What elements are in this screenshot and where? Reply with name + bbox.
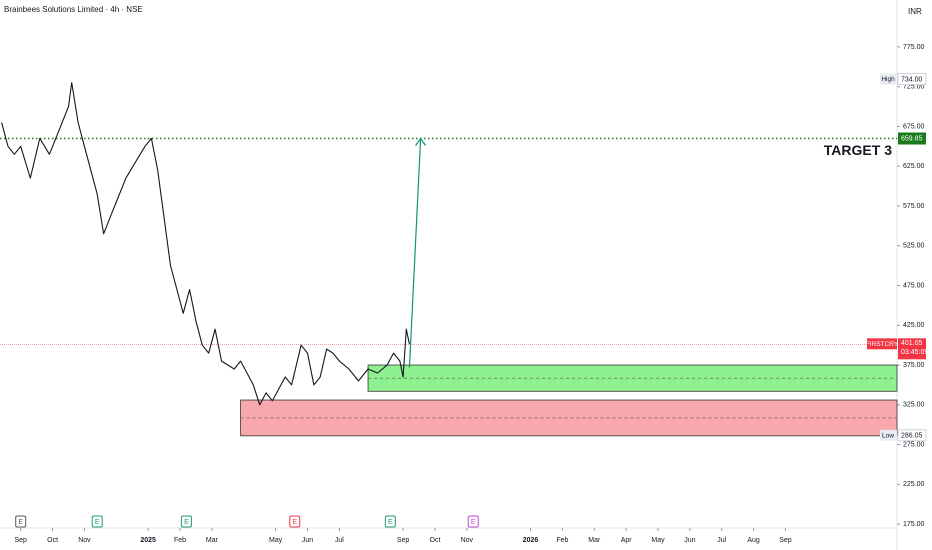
last-name: FIRSTCRY bbox=[866, 341, 899, 348]
event-label: E bbox=[471, 519, 476, 526]
y-tick-label: 325.00 bbox=[903, 402, 925, 409]
event-label: E bbox=[184, 519, 189, 526]
low-value-badge bbox=[897, 429, 927, 442]
currency: INR bbox=[908, 7, 922, 16]
y-tick-label: 275.00 bbox=[903, 441, 925, 448]
arrow bbox=[408, 138, 422, 368]
x-tick-label: Mar bbox=[588, 537, 601, 544]
event-icon bbox=[384, 515, 396, 528]
x-tick-label: 2025 bbox=[140, 537, 156, 544]
x-tick-label: Oct bbox=[47, 537, 58, 544]
last-label: 401.05 bbox=[901, 340, 923, 347]
high-badge bbox=[880, 73, 897, 85]
y-tick-label: 625.00 bbox=[903, 163, 925, 170]
x-tick-label: Jun bbox=[684, 537, 695, 544]
event-label: E bbox=[18, 519, 23, 526]
event-icon bbox=[467, 515, 479, 528]
arrow-head bbox=[415, 137, 427, 146]
last-badge bbox=[898, 338, 926, 360]
y-tick-label: 425.00 bbox=[903, 322, 925, 329]
x-tick-label: Feb bbox=[174, 537, 186, 544]
event-label: E bbox=[292, 519, 297, 526]
low-name: Low bbox=[882, 432, 894, 439]
low-label: 286.05 bbox=[901, 433, 923, 440]
x-tick-label: Sep bbox=[14, 537, 27, 544]
high-name: High bbox=[881, 76, 895, 83]
x-tick-label: May bbox=[651, 537, 665, 544]
event-icon bbox=[91, 515, 103, 528]
x-tick-label: Jul bbox=[335, 537, 344, 544]
y-tick-label: 725.00 bbox=[903, 84, 925, 91]
target-badge bbox=[898, 132, 926, 145]
event-label: E bbox=[388, 519, 393, 526]
last-name-badge bbox=[867, 338, 897, 350]
y-tick-label: 575.00 bbox=[903, 203, 925, 210]
x-tick-label: 2026 bbox=[523, 537, 539, 544]
x-tick-label: May bbox=[269, 537, 283, 544]
x-tick-label: Sep bbox=[397, 537, 410, 544]
x-tick-label: Jul bbox=[717, 537, 726, 544]
x-tick-label: Apr bbox=[621, 537, 633, 544]
y-tick-label: 475.00 bbox=[903, 282, 925, 289]
x-tick-label: Mar bbox=[206, 537, 219, 544]
event-label: E bbox=[95, 519, 100, 526]
x-tick-label: Oct bbox=[430, 537, 441, 544]
low-badge bbox=[880, 429, 897, 441]
x-tick-label: Nov bbox=[78, 537, 91, 544]
x-tick-label: Feb bbox=[556, 537, 568, 544]
y-tick-label: 675.00 bbox=[903, 123, 925, 130]
target-label: 659.85 bbox=[901, 135, 923, 142]
target-name: TARGET 3 bbox=[824, 142, 892, 158]
x-tick-label: Aug bbox=[747, 537, 760, 544]
x-tick-label: Nov bbox=[461, 537, 474, 544]
high-label: 734.00 bbox=[901, 76, 923, 83]
y-tick-label: 375.00 bbox=[903, 362, 925, 369]
y-tick-label: 525.00 bbox=[903, 243, 925, 250]
event-icon bbox=[15, 515, 27, 528]
price-line bbox=[1, 82, 411, 406]
y-tick-label: 775.00 bbox=[903, 44, 925, 51]
countdown: 03:45:09 bbox=[901, 349, 928, 356]
chart-title: Brainbees Solutions Limited · 4h · NSE bbox=[4, 5, 143, 14]
event-icon bbox=[289, 515, 301, 528]
high-value-badge bbox=[897, 73, 927, 86]
event-icon bbox=[180, 515, 192, 528]
y-tick-label: 225.00 bbox=[903, 481, 925, 488]
y-tick-label: 175.00 bbox=[903, 521, 925, 528]
x-tick-label: Sep bbox=[779, 537, 792, 544]
x-tick-label: Jun bbox=[302, 537, 313, 544]
